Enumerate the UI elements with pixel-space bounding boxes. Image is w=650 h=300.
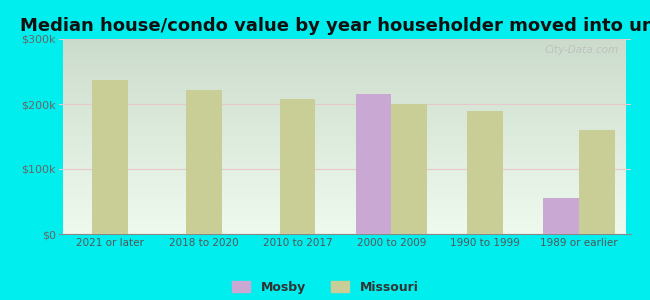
Bar [391,104,427,234]
Text: City-Data.com: City-Data.com [545,45,619,55]
Bar [186,90,222,234]
Bar [579,130,614,234]
Bar [356,94,391,234]
Title: Median house/condo value by year householder moved into unit: Median house/condo value by year househo… [20,17,650,35]
Bar [92,80,128,234]
Bar [280,99,315,234]
Legend: Mosby, Missouri: Mosby, Missouri [231,281,419,294]
Bar [467,110,503,234]
Bar [543,198,579,234]
